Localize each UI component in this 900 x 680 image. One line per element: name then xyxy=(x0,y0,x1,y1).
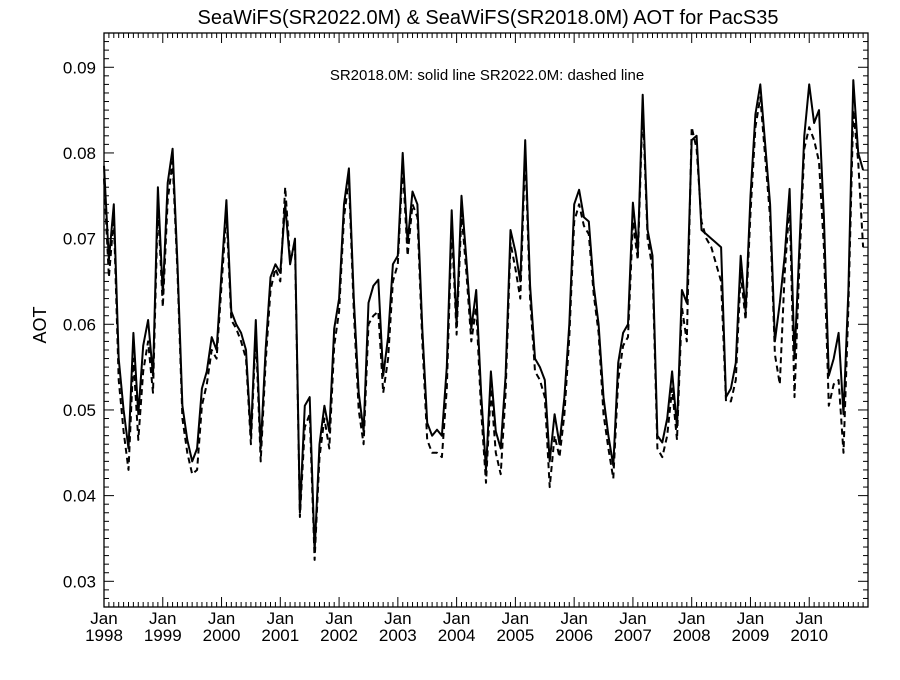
x-tick-label-year: 2008 xyxy=(673,626,711,645)
x-tick-label-year: 1999 xyxy=(144,626,182,645)
x-tick-label-month: Jan xyxy=(384,609,411,628)
x-tick-label-month: Jan xyxy=(149,609,176,628)
x-tick-label-month: Jan xyxy=(90,609,117,628)
x-tick-label-month: Jan xyxy=(619,609,646,628)
series-line-sr2018-0m xyxy=(103,79,865,553)
x-tick-label-month: Jan xyxy=(560,609,587,628)
x-tick-label-year: 2000 xyxy=(203,626,241,645)
x-tick-label-year: 1998 xyxy=(85,626,123,645)
y-tick-label: 0.07 xyxy=(63,230,96,249)
x-tick-label-month: Jan xyxy=(678,609,705,628)
chart-annotation: SR2018.0M: solid line SR2022.0M: dashed … xyxy=(330,67,644,84)
y-tick-label: 0.09 xyxy=(63,58,96,77)
x-tick-label-month: Jan xyxy=(208,609,235,628)
x-tick-label-year: 2006 xyxy=(555,626,593,645)
series-line-sr2022-0m xyxy=(103,96,865,561)
y-tick-label: 0.06 xyxy=(63,315,96,334)
x-tick-label-year: 2004 xyxy=(438,626,476,645)
x-tick-label-year: 2002 xyxy=(320,626,358,645)
x-tick-label-year: 2007 xyxy=(614,626,652,645)
x-tick-label-year: 2010 xyxy=(790,626,828,645)
x-tick-label-month: Jan xyxy=(267,609,294,628)
x-tick-label-year: 2005 xyxy=(496,626,534,645)
x-tick-label-month: Jan xyxy=(737,609,764,628)
y-axis-label: AOT xyxy=(30,306,50,343)
x-tick-label-month: Jan xyxy=(443,609,470,628)
y-tick-label: 0.05 xyxy=(63,401,96,420)
y-tick-label: 0.04 xyxy=(63,487,96,506)
x-tick-label-year: 2003 xyxy=(379,626,417,645)
x-tick-label-month: Jan xyxy=(325,609,352,628)
y-tick-label: 0.03 xyxy=(63,572,96,591)
x-tick-label-month: Jan xyxy=(796,609,823,628)
y-tick-label: 0.08 xyxy=(63,144,96,163)
x-tick-label-year: 2009 xyxy=(732,626,770,645)
chart-title: SeaWiFS(SR2022.0M) & SeaWiFS(SR2018.0M) … xyxy=(198,7,779,29)
plot-area: 0.030.040.050.060.070.080.09Jan1998Jan19… xyxy=(63,32,869,645)
x-tick-label-year: 2001 xyxy=(261,626,299,645)
x-tick-label-month: Jan xyxy=(502,609,529,628)
